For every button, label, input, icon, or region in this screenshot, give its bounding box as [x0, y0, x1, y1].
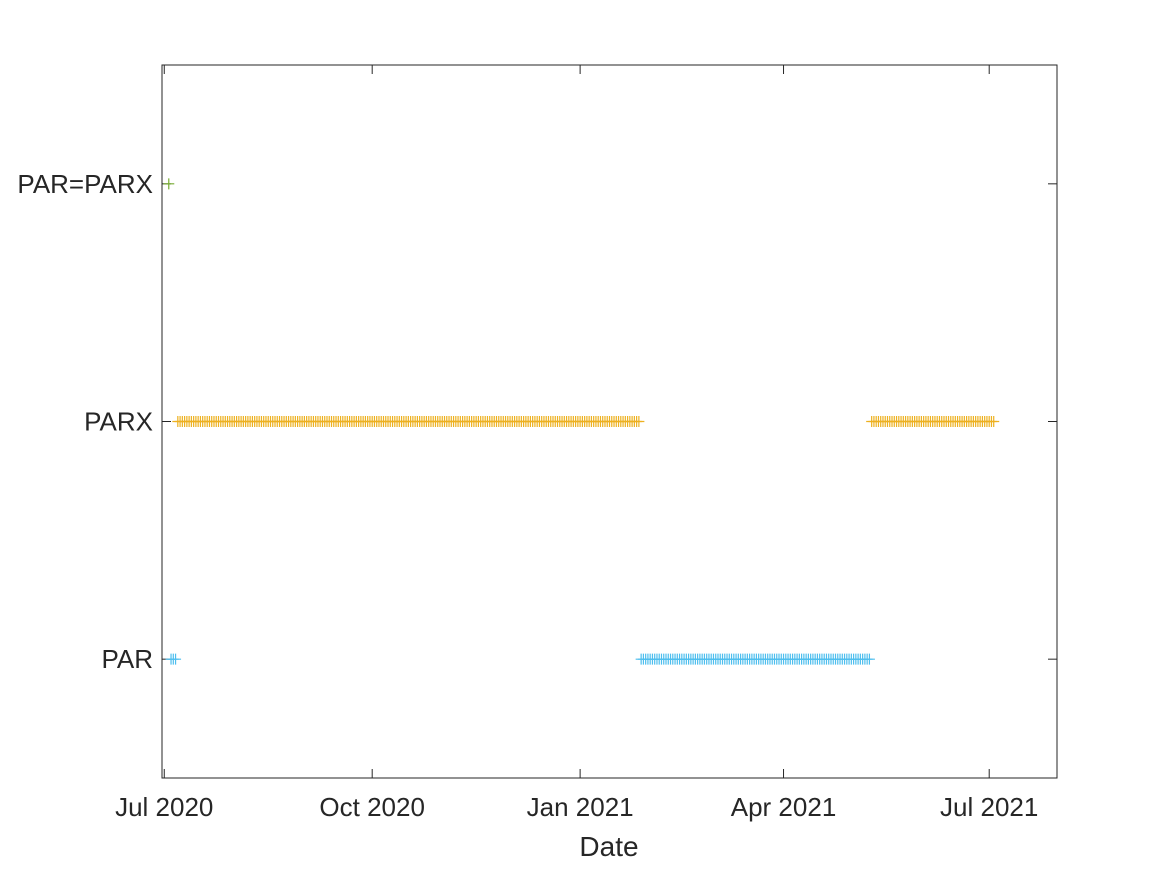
data-point: [988, 416, 1000, 427]
data-markers: [163, 178, 1000, 665]
series-par: [165, 653, 875, 665]
x-tick-label: Jan 2021: [527, 792, 634, 822]
y-tick-label: PAR: [101, 644, 153, 674]
series-parx: [172, 416, 1000, 427]
x-tick-label: Jul 2020: [115, 792, 213, 822]
y-tick-label: PAR=PARX: [17, 169, 153, 199]
data-point: [170, 653, 182, 665]
x-axis: Jul 2020 Oct 2020 Jan 2021 Apr 2021 Jul 2021: [115, 65, 1038, 822]
data-point: [163, 178, 175, 190]
x-tick-label: Apr 2021: [731, 792, 837, 822]
series-par-parx: [163, 178, 175, 190]
x-tick-label: Jul 2021: [940, 792, 1038, 822]
y-axis: PAR PARX PAR=PARX: [17, 169, 1057, 674]
y-tick-label: PARX: [84, 407, 153, 437]
data-point: [863, 653, 875, 665]
x-axis-title: Date: [579, 831, 638, 862]
data-point: [633, 416, 645, 427]
x-tick-label: Oct 2020: [319, 792, 425, 822]
